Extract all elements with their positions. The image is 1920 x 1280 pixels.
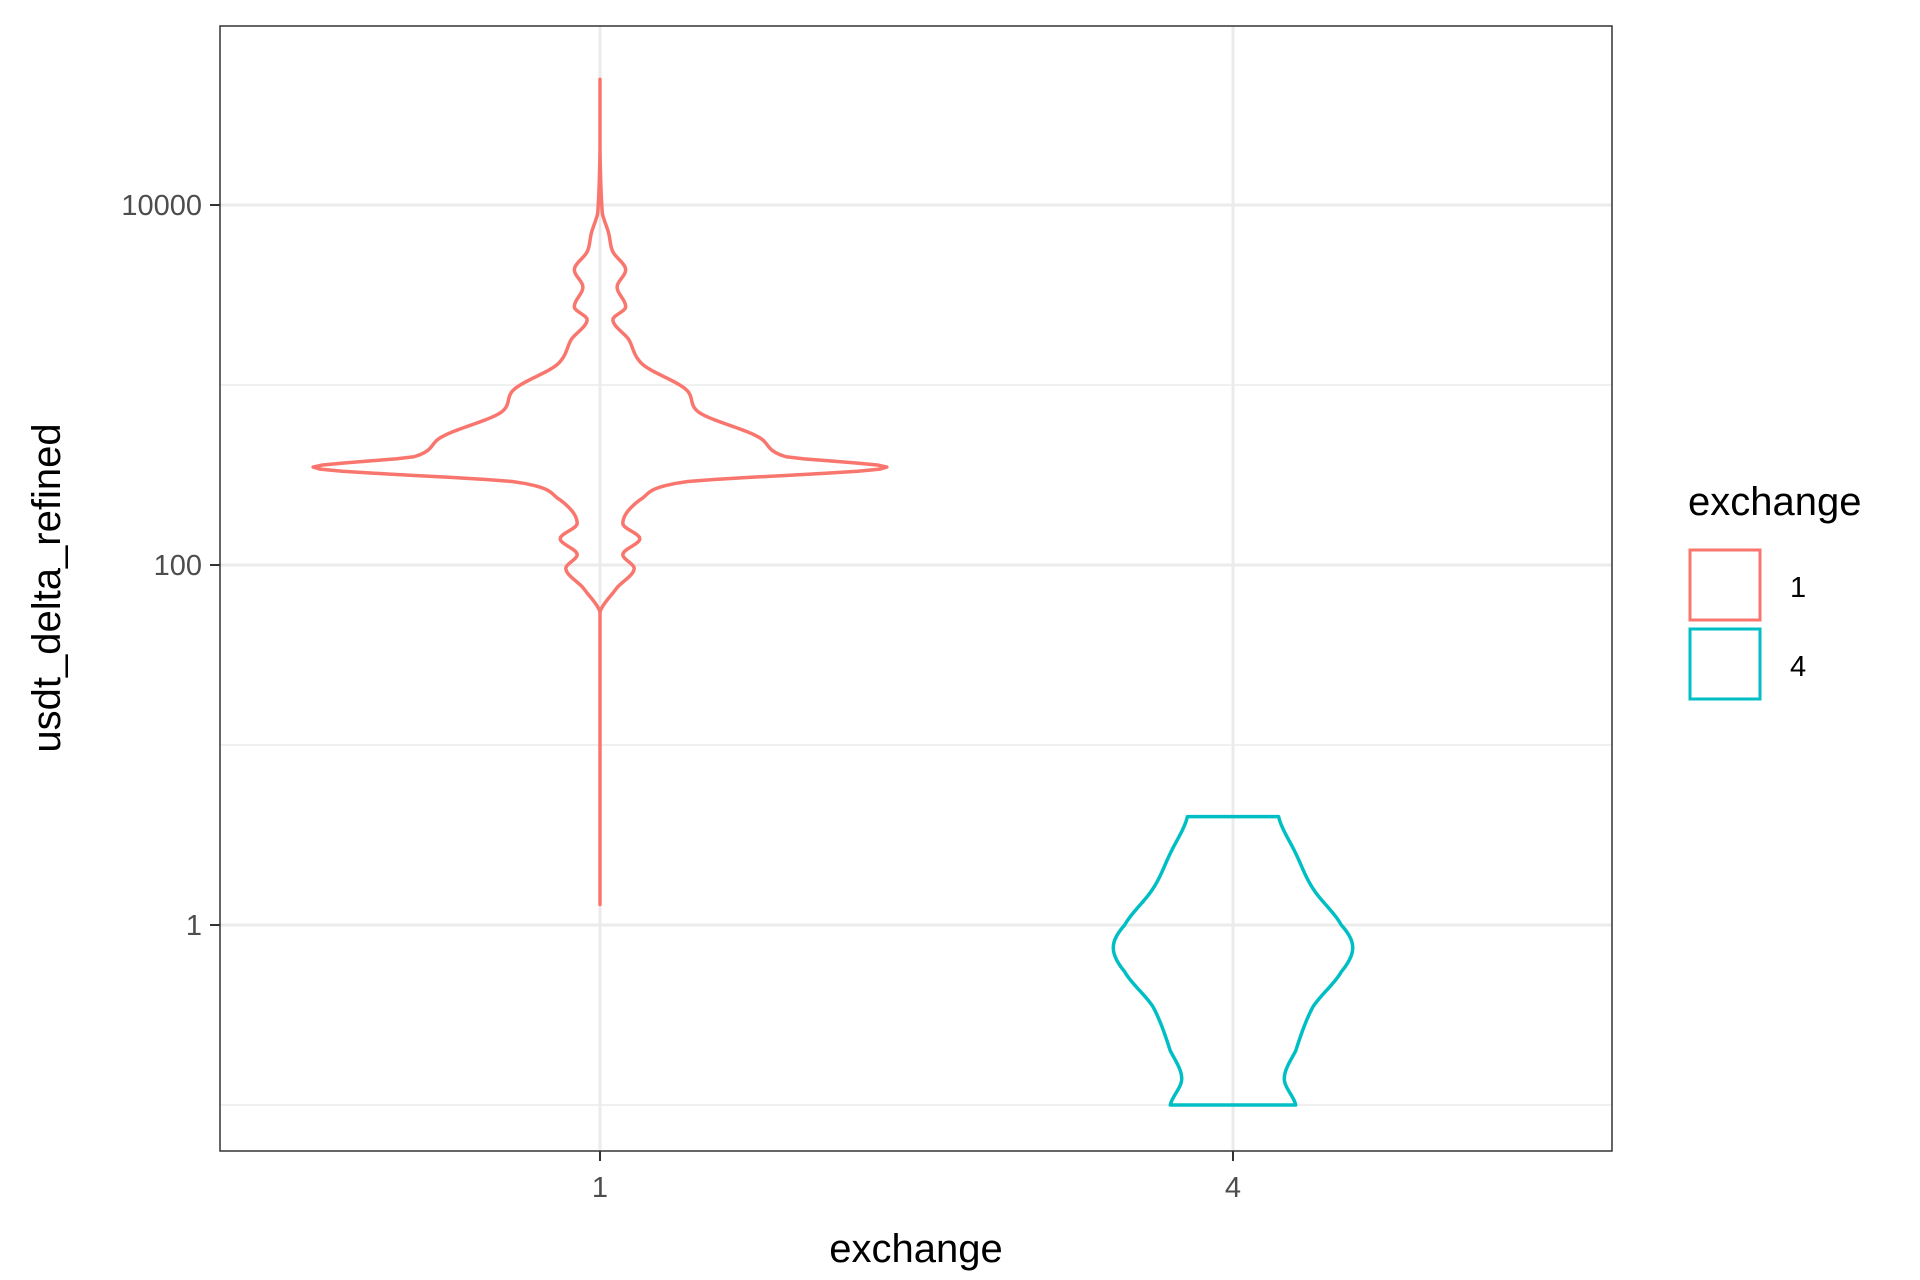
major-gridlines [220, 26, 1612, 1151]
x-tick-label: 1 [592, 1172, 608, 1204]
x-tick-label: 4 [1225, 1172, 1241, 1204]
y-axis-title: usdt_delta_refined [25, 423, 69, 752]
violin-1 [311, 77, 889, 907]
legend-title: exchange [1688, 480, 1861, 524]
x-axis-title: exchange [829, 1227, 1002, 1271]
y-tick-label: 100 [154, 550, 202, 582]
legend: exchange 1 4 [1688, 480, 1861, 701]
minor-gridlines [220, 384, 1612, 1106]
plot-border [219, 25, 1613, 1152]
legend-key-4 [1688, 627, 1762, 701]
violin-4 [1111, 814, 1355, 1107]
legend-label-4: 4 [1790, 651, 1806, 683]
y-tick-label: 1 [186, 910, 202, 942]
plot-panel [220, 26, 1612, 1151]
violins [311, 77, 1355, 1107]
legend-key-1 [1688, 548, 1762, 622]
y-tick-label: 10000 [121, 190, 202, 222]
legend-label-1: 1 [1790, 572, 1806, 604]
y-axis: 1 100 10000 [121, 190, 220, 942]
